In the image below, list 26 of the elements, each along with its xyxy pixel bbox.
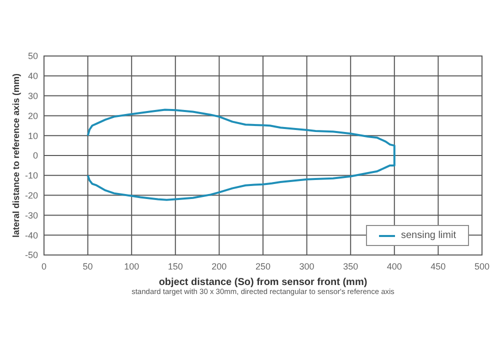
y-tick-label: 0 <box>32 150 38 161</box>
y-tick-label: 40 <box>28 71 38 82</box>
x-tick-label: 100 <box>124 261 140 272</box>
x-tick-label: 50 <box>82 261 93 272</box>
x-tick-label: 300 <box>299 261 314 272</box>
y-tick-label: -40 <box>24 230 38 240</box>
y-tick-label: -50 <box>24 250 38 260</box>
y-axis-title: lateral distance to reference axis (mm) <box>11 73 22 238</box>
y-tick-label: -30 <box>24 210 38 220</box>
y-tick-label: 20 <box>28 110 38 121</box>
x-tick-label: 400 <box>386 261 402 272</box>
x-axis-title: object distance (So) from sensor front (mm) <box>158 277 368 288</box>
y-tick-label: 30 <box>28 90 38 101</box>
x-tick-label: 350 <box>343 261 358 272</box>
x-tick-label: 500 <box>474 261 490 272</box>
x-tick-label: 450 <box>430 261 446 272</box>
line-series <box>86 108 396 201</box>
y-tick-label: 10 <box>28 130 38 141</box>
x-tick-label: 0 <box>41 261 47 272</box>
x-tick-label: 250 <box>255 261 271 272</box>
x-tick-label: 150 <box>168 261 183 272</box>
x-tick-label: 200 <box>212 261 227 272</box>
legend-label: sensing limit <box>400 230 456 241</box>
y-tick-label: -10 <box>24 170 38 181</box>
y-tick-label: 50 <box>28 51 38 62</box>
y-tick-label: -20 <box>24 190 38 200</box>
